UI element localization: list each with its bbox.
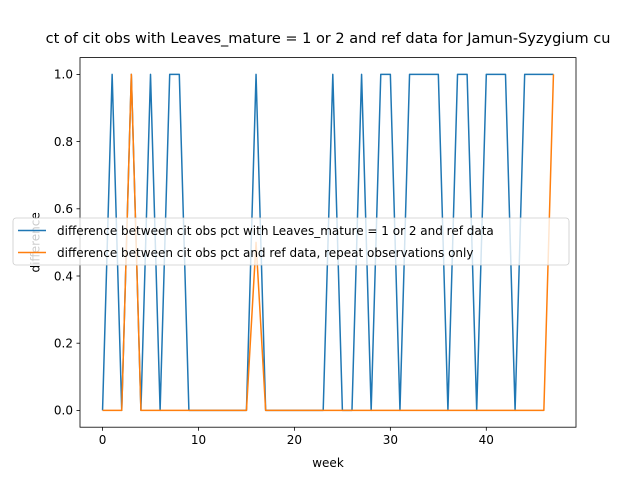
y-tick-label: 0.2 (54, 337, 73, 351)
legend-label-series-1: difference between cit obs pct with Leav… (57, 224, 494, 238)
x-axis: 0 10 20 30 40 (99, 427, 494, 447)
y-tick-label: 0.6 (54, 202, 73, 216)
x-tick-label: 10 (191, 433, 206, 447)
x-tick-label: 0 (99, 433, 107, 447)
legend-label-series-2: difference between cit obs pct and ref d… (57, 246, 473, 260)
y-tick-label: 0.4 (54, 269, 73, 283)
y-tick-label: 0.8 (54, 135, 73, 149)
legend: difference between cit obs pct with Leav… (12, 217, 570, 266)
x-tick-label: 40 (479, 433, 494, 447)
chart-title: ct of cit obs with Leaves_mature = 1 or … (46, 31, 611, 47)
legend-box (12, 217, 570, 266)
x-tick-label: 20 (287, 433, 302, 447)
y-axis: 0.0 0.2 0.4 0.6 0.8 1.0 (54, 68, 80, 418)
y-tick-label: 1.0 (54, 68, 73, 82)
x-tick-label: 30 (383, 433, 398, 447)
y-tick-label: 0.0 (54, 404, 73, 418)
x-axis-label: week (312, 456, 344, 470)
series-line-2 (102, 73, 555, 412)
